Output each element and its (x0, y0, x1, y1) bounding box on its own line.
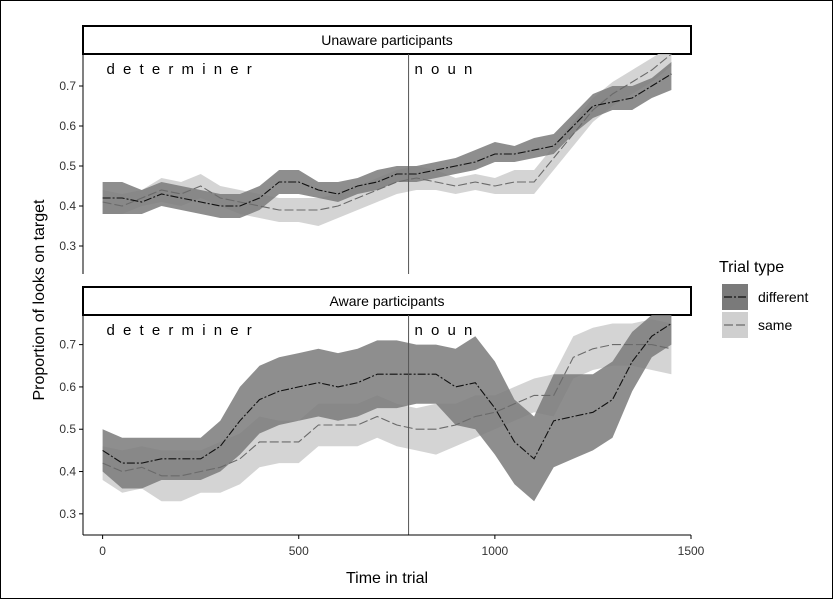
y-tick-label-1-4: 0.7 (59, 338, 76, 352)
y-tick-label-1-1: 0.4 (59, 465, 76, 479)
legend-title: Trial type (719, 259, 784, 276)
legend-label-1: same (758, 317, 792, 333)
y-tick-label-0-1: 0.4 (59, 199, 76, 213)
facet-strip-label-1: Aware participants (330, 293, 445, 309)
x-axis-title: Time in trial (346, 570, 428, 587)
determiner-label-0: d e t e r m i n e r (107, 61, 254, 78)
facet-strip-1 (82, 286, 692, 316)
panel-plot-area-1 (102, 315, 672, 502)
line-different-1 (102, 323, 672, 464)
line-different-0 (102, 73, 672, 207)
panel-plot-area-0 (102, 54, 672, 226)
x-tick-label-2: 1000 (482, 544, 509, 558)
x-tick-label-0: 0 (99, 544, 106, 558)
x-tick-label-3: 1500 (678, 544, 705, 558)
ribbon-same-1 (102, 319, 672, 502)
legend-label-0: different (758, 289, 808, 305)
determiner-label-1: d e t e r m i n e r (107, 322, 254, 339)
y-tick-label-0-3: 0.6 (59, 119, 76, 133)
noun-label-1: n o u n (414, 322, 474, 339)
ribbon-different-0 (102, 62, 672, 218)
x-tick-label-1: 500 (289, 544, 309, 558)
y-tick-label-0-4: 0.7 (59, 79, 76, 93)
line-same-0 (102, 54, 672, 211)
ribbon-different-1 (102, 315, 672, 502)
y-tick-label-1-0: 0.3 (59, 507, 76, 521)
line-same-1 (102, 344, 672, 477)
facet-strip-0 (82, 25, 692, 55)
y-tick-label-0-0: 0.3 (59, 239, 76, 253)
ribbon-same-0 (102, 54, 672, 226)
y-tick-label-1-3: 0.6 (59, 380, 76, 394)
y-tick-label-1-2: 0.5 (59, 422, 76, 436)
y-tick-label-0-2: 0.5 (59, 159, 76, 173)
y-axis-title: Proportion of looks on target (31, 199, 48, 401)
noun-label-0: n o u n (414, 61, 474, 78)
facet-strip-label-0: Unaware participants (321, 32, 453, 48)
